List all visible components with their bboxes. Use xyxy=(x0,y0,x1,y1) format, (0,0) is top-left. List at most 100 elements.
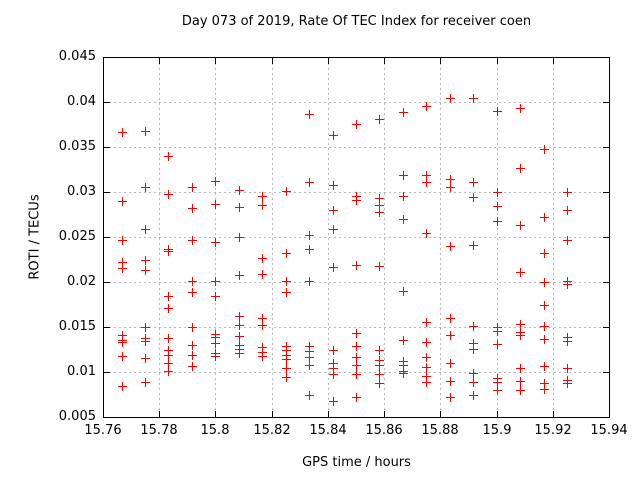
data-point-marker xyxy=(352,261,361,270)
data-point-marker xyxy=(399,192,408,201)
data-point-marker xyxy=(188,236,197,245)
data-point-marker xyxy=(118,382,127,391)
y-tick-label: 0.04 xyxy=(67,94,96,109)
data-point-marker xyxy=(493,107,502,116)
data-point-marker xyxy=(516,104,525,113)
data-point-marker xyxy=(258,201,267,210)
data-point-marker xyxy=(422,229,431,238)
data-point-marker xyxy=(164,247,173,256)
data-point-marker xyxy=(469,94,478,103)
data-point-marker xyxy=(118,128,127,137)
data-point-marker xyxy=(164,346,173,355)
x-tick-label: 15.8 xyxy=(200,423,230,438)
y-tick-label: 0.01 xyxy=(67,364,96,379)
data-point-marker xyxy=(352,370,361,379)
data-point-marker xyxy=(469,339,478,348)
data-point-marker xyxy=(141,225,150,234)
x-tick-bottom xyxy=(384,411,385,417)
data-point-marker xyxy=(164,334,173,343)
data-point-marker xyxy=(399,361,408,370)
x-tick-bottom xyxy=(440,411,441,417)
y-tick-right xyxy=(603,417,609,418)
data-point-marker xyxy=(164,351,173,360)
data-point-marker xyxy=(258,343,267,352)
data-point-marker xyxy=(305,277,314,286)
data-point-marker xyxy=(118,264,127,273)
data-point-marker xyxy=(493,202,502,211)
data-point-marker xyxy=(141,323,150,332)
data-point-marker xyxy=(329,225,338,234)
data-point-marker xyxy=(258,314,267,323)
y-tick-label: 0.045 xyxy=(58,49,96,64)
data-point-marker xyxy=(399,369,408,378)
y-tick-label: 0.02 xyxy=(67,274,96,289)
x-tick-label: 15.76 xyxy=(84,423,122,438)
data-point-marker xyxy=(282,187,291,196)
data-point-marker xyxy=(282,355,291,364)
y-tick-left xyxy=(104,237,110,238)
data-point-marker xyxy=(164,367,173,376)
data-point-marker xyxy=(446,183,455,192)
y-tick-left xyxy=(104,192,110,193)
data-point-marker xyxy=(399,336,408,345)
data-point-marker xyxy=(352,120,361,129)
data-point-marker xyxy=(164,304,173,313)
x-tick-bottom xyxy=(553,411,554,417)
x-tick-top xyxy=(384,58,385,64)
data-point-marker xyxy=(516,331,525,340)
x-tick-label: 15.9 xyxy=(482,423,512,438)
data-point-marker xyxy=(211,277,220,286)
data-point-marker xyxy=(329,131,338,140)
data-point-marker xyxy=(446,94,455,103)
data-point-marker xyxy=(164,190,173,199)
data-point-marker xyxy=(211,333,220,342)
data-point-marker xyxy=(422,353,431,362)
x-tick-label: 15.78 xyxy=(140,423,178,438)
data-point-marker xyxy=(305,231,314,240)
y-gridline xyxy=(104,102,608,103)
y-tick-left xyxy=(104,282,110,283)
data-point-marker xyxy=(540,278,549,287)
data-point-marker xyxy=(352,393,361,402)
data-point-marker xyxy=(422,102,431,111)
x-tick-top xyxy=(497,58,498,64)
data-point-marker xyxy=(422,171,431,180)
data-point-marker xyxy=(235,186,244,195)
x-tick-top xyxy=(215,58,216,64)
data-point-marker xyxy=(329,370,338,379)
data-point-marker xyxy=(422,318,431,327)
data-point-marker xyxy=(563,280,572,289)
data-point-marker xyxy=(446,393,455,402)
data-point-marker xyxy=(563,188,572,197)
data-point-marker xyxy=(540,322,549,331)
x-axis-title: GPS time / hours xyxy=(302,455,411,470)
data-point-marker xyxy=(118,331,127,340)
data-point-marker xyxy=(469,241,478,250)
data-point-marker xyxy=(422,372,431,381)
data-point-marker xyxy=(118,338,127,347)
data-point-marker xyxy=(329,359,338,368)
data-point-marker xyxy=(235,271,244,280)
data-point-marker xyxy=(305,178,314,187)
y-tick-left xyxy=(104,102,110,103)
x-tick-bottom xyxy=(328,411,329,417)
data-point-marker xyxy=(305,245,314,254)
x-tick-top xyxy=(440,58,441,64)
data-point-marker xyxy=(516,320,525,329)
data-point-marker xyxy=(141,337,150,346)
data-point-marker xyxy=(469,322,478,331)
data-point-marker xyxy=(493,386,502,395)
x-tick-bottom xyxy=(272,411,273,417)
y-tick-label: 0.03 xyxy=(67,184,96,199)
x-tick-label: 15.86 xyxy=(365,423,403,438)
x-tick-top xyxy=(159,58,160,64)
data-point-marker xyxy=(399,215,408,224)
y-tick-left xyxy=(104,372,110,373)
x-tick-label: 15.84 xyxy=(309,423,347,438)
data-point-marker xyxy=(446,175,455,184)
data-point-marker xyxy=(493,340,502,349)
y-tick-right xyxy=(603,102,609,103)
data-point-marker xyxy=(188,341,197,350)
x-tick-label: 15.88 xyxy=(421,423,459,438)
